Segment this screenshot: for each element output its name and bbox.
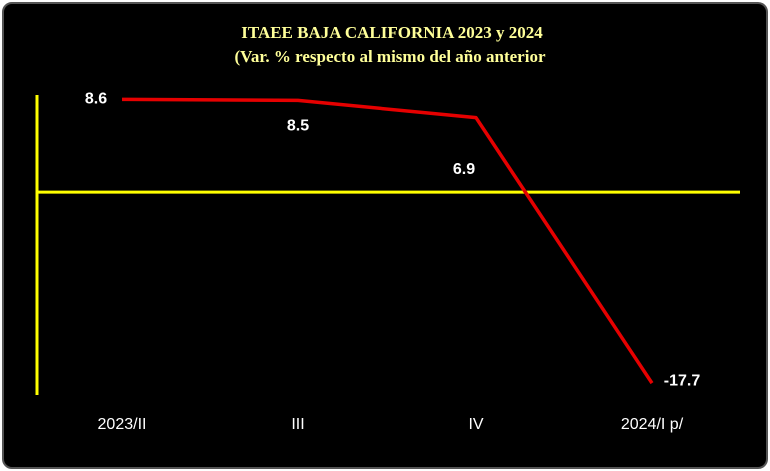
chart-subtitle: (Var. % respecto al mismo del año anteri… bbox=[234, 47, 545, 66]
data-label: -17.7 bbox=[664, 372, 701, 389]
chart: ITAEE BAJA CALIFORNIA 2023 y 2024 (Var. … bbox=[35, 23, 740, 433]
x-tick-label: IV bbox=[468, 416, 483, 433]
data-label: 8.5 bbox=[287, 118, 309, 135]
x-tick-label: 2024/I p/ bbox=[621, 416, 684, 433]
chart-title: ITAEE BAJA CALIFORNIA 2023 y 2024 bbox=[241, 23, 543, 42]
x-tick-label: 2023/II bbox=[98, 416, 147, 433]
x-tick-label: III bbox=[291, 416, 304, 433]
data-label: 6.9 bbox=[453, 161, 475, 178]
data-line bbox=[121, 97, 654, 385]
data-label: 8.6 bbox=[85, 91, 107, 108]
